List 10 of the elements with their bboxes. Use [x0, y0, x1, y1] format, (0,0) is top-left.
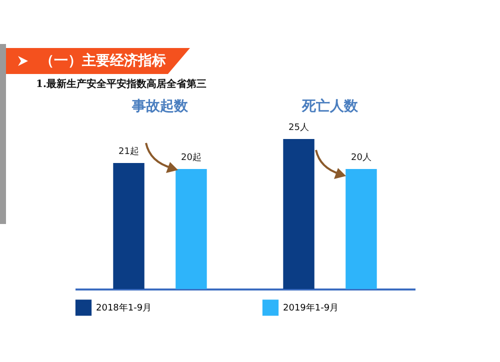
x-tick-label: 事故起数 [131, 98, 189, 114]
text: （一）主要经济指标 [6, 48, 190, 74]
legend-label: 2019年1-9月 [283, 302, 339, 314]
data-label: 20人 [351, 152, 372, 163]
legend-label: 2018年1-9月 [96, 302, 152, 314]
data-label: 21起 [118, 146, 139, 157]
text: 1.最新生产安全平安指数高居全省第三 [36, 77, 206, 91]
data-label: 20起 [181, 152, 202, 163]
data-label: 25人 [288, 122, 309, 133]
x-tick-label: 死亡人数 [301, 98, 359, 114]
